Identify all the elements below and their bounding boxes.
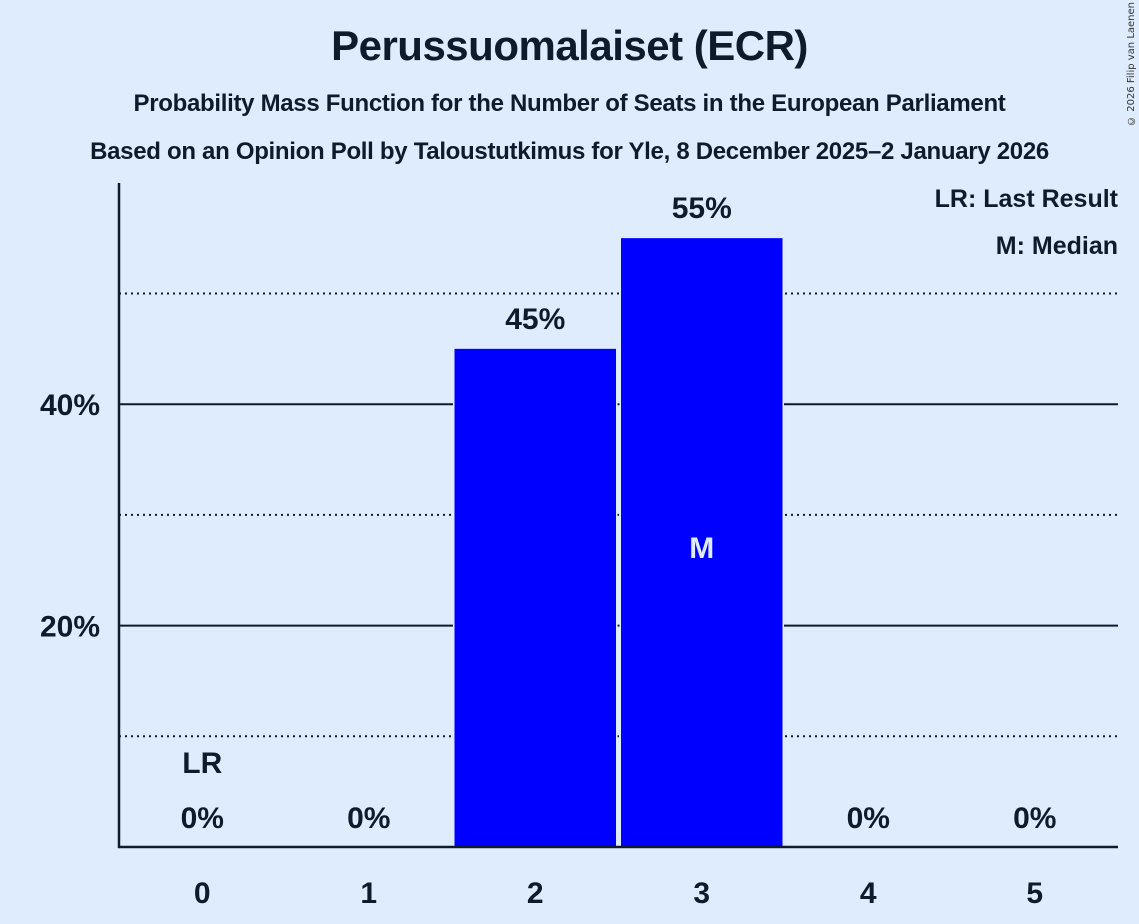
x-tick-label: 2 xyxy=(527,877,544,910)
bar-value-label: 55% xyxy=(672,192,732,225)
bar-3 xyxy=(621,238,783,847)
bars xyxy=(453,238,784,847)
x-tick-label: 3 xyxy=(693,877,710,910)
median-marker: M xyxy=(689,532,714,565)
x-tick-label: 5 xyxy=(1026,877,1043,910)
chart-subtitle: Probability Mass Function for the Number… xyxy=(133,90,1006,117)
bar-value-label: 45% xyxy=(505,303,565,336)
chart-source: Based on an Opinion Poll by Taloustutkim… xyxy=(90,138,1049,165)
bar-value-label: 0% xyxy=(347,802,390,835)
bar-value-label: 0% xyxy=(847,802,890,835)
last-result-marker: LR xyxy=(182,747,222,780)
x-tick-label: 1 xyxy=(360,877,377,910)
bar-2 xyxy=(454,348,616,847)
axes xyxy=(117,183,1118,849)
bar-value-label: 0% xyxy=(181,802,224,835)
legend-median: M: Median xyxy=(995,232,1118,260)
bar-value-label: 0% xyxy=(1013,802,1056,835)
chart-title: Perussuomalaiset (ECR) xyxy=(331,22,808,69)
x-tick-label: 0 xyxy=(194,877,211,910)
gridlines xyxy=(119,292,1118,738)
x-tick-label: 4 xyxy=(860,877,877,910)
y-tick-label: 40% xyxy=(40,389,100,422)
legend-last-result: LR: Last Result xyxy=(934,185,1118,213)
y-tick-label: 20% xyxy=(40,611,100,644)
